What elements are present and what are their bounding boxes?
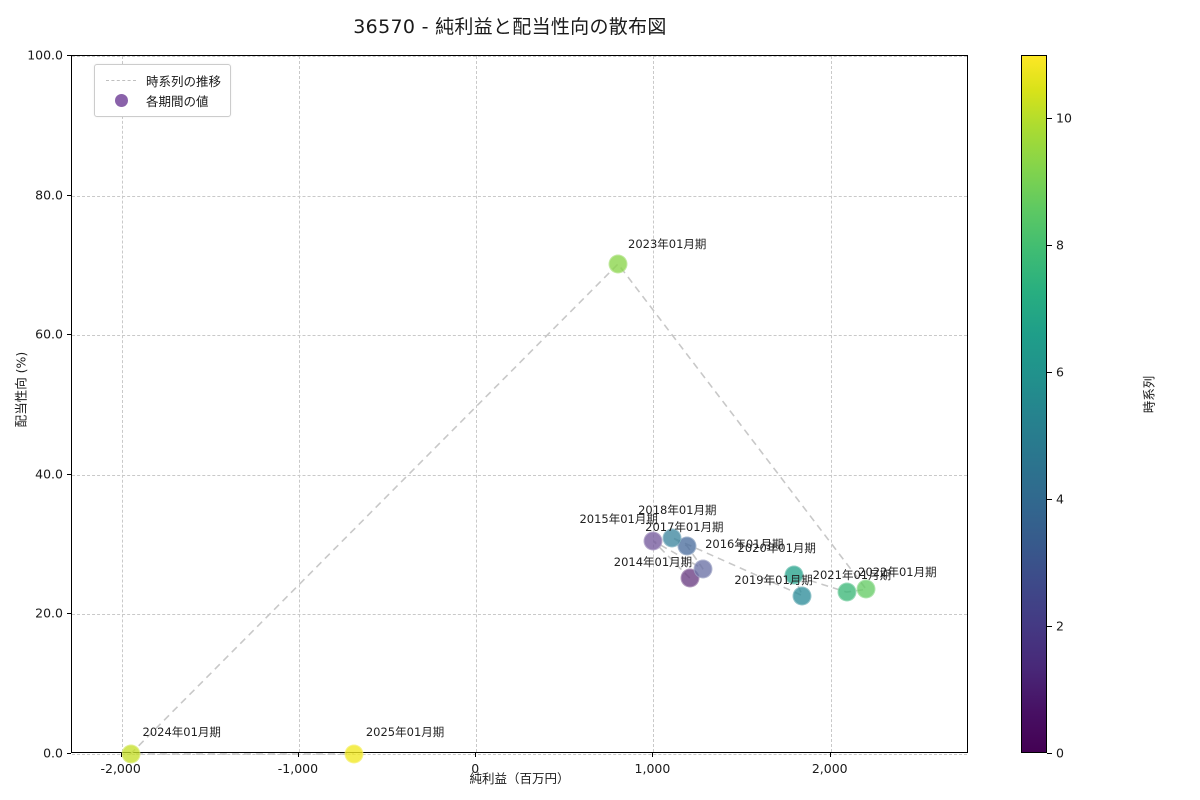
colorbar-tick-mark: [1047, 118, 1052, 120]
x-axis-label: 純利益（百万円）: [469, 771, 570, 786]
data-point-label: 2018年01月期: [638, 502, 717, 517]
page-title: 36570 - 純利益と配当性向の散布図: [353, 16, 667, 38]
legend-label-values: 各期間の値: [146, 93, 209, 109]
dashed-line-icon: [102, 79, 140, 81]
colorbar-tick-label: 0: [1056, 745, 1064, 761]
colorbar-tick-mark: [1047, 753, 1052, 754]
colorbar-gradient: [1021, 55, 1047, 753]
colorbar: 0 2 4 6 8 10: [1021, 55, 1072, 761]
colorbar-tick-mark: [1047, 372, 1052, 374]
colorbar-tick-mark: [1047, 245, 1052, 247]
data-point-label: 2015年01月期: [579, 512, 658, 527]
legend-label-timeseries: 時系列の推移: [146, 73, 222, 89]
y-tick-mark: [67, 194, 71, 196]
colorbar-tick-label: 2: [1056, 618, 1064, 634]
y-tick-label: 0.0: [43, 745, 63, 761]
data-point-label: 2022年01月期: [858, 565, 937, 580]
gridline-vertical: [121, 56, 123, 752]
x-tick-label: -2,000: [100, 761, 141, 776]
circle-marker-icon: [102, 93, 140, 107]
x-tick-label: 0: [471, 761, 480, 776]
colorbar-title: 時系列: [1141, 375, 1157, 414]
y-tick-mark: [67, 473, 71, 475]
data-point-marker[interactable]: [608, 254, 628, 274]
colorbar-tick-label: 10: [1056, 110, 1072, 126]
x-tick-mark: [297, 753, 299, 757]
data-point-marker[interactable]: [784, 565, 803, 585]
data-points-layer: [72, 56, 967, 764]
x-tick-mark: [652, 753, 654, 757]
colorbar-tick-label: 6: [1056, 364, 1064, 380]
colorbar-tick-mark: [1047, 499, 1052, 501]
data-point-marker[interactable]: [856, 579, 876, 599]
data-point-marker[interactable]: [677, 536, 697, 556]
y-tick-label: 20.0: [35, 605, 63, 621]
colorbar-tick-label: 4: [1056, 491, 1064, 507]
gridline-horizontal: [72, 56, 967, 57]
y-tick-mark: [67, 55, 71, 56]
point-labels-layer: 2014年01月期 2015年01月期 2016年01月期 2017年01月期 2018…: [72, 56, 967, 752]
x-tick-mark: [829, 753, 831, 757]
data-point-label: 2016年01月期: [705, 537, 784, 552]
data-point-marker[interactable]: [693, 559, 713, 579]
y-axis-label: 配当性向 (%): [13, 351, 29, 428]
data-point-label: 2021年01月期: [812, 568, 892, 583]
y-tick-mark: [67, 613, 71, 615]
x-tick-label: 2,000: [811, 761, 848, 776]
colorbar-tick-mark: [1047, 626, 1052, 628]
y-tick-mark: [67, 334, 71, 336]
data-point-label: 2014年01月期: [613, 555, 693, 570]
x-tick-label: 1,000: [634, 761, 671, 776]
x-tick-label: -1,000: [277, 761, 319, 776]
data-point-marker[interactable]: [643, 531, 663, 551]
plot-area: 2014年01月期 2015年01月期 2016年01月期 2017年01月期 2018…: [71, 55, 968, 764]
y-tick-mark: [67, 753, 71, 754]
y-tick-label: 80.0: [35, 187, 63, 203]
data-point-label: 2020年01月期: [737, 541, 816, 556]
y-tick-label: 40.0: [35, 466, 63, 482]
data-point-label: 2019年01月期: [734, 572, 813, 587]
y-tick-label: 60.0: [35, 326, 63, 342]
data-point-label: 2025年01月期: [365, 725, 445, 739]
gridline-horizontal: [72, 195, 967, 197]
legend-item-values: 各期間の値: [102, 90, 221, 110]
y-tick-label: 100.0: [27, 47, 63, 63]
data-point-marker[interactable]: [344, 744, 364, 764]
x-tick-mark: [475, 753, 477, 757]
legend-item-timeseries: 時系列の推移: [102, 70, 221, 90]
chart-legend: 時系列の推移 各期間の値: [94, 64, 232, 117]
data-point-marker[interactable]: [662, 528, 682, 548]
gridline-horizontal: [72, 754, 967, 755]
data-point-label: 2024年01月期: [142, 725, 221, 739]
data-point-marker[interactable]: [837, 582, 857, 602]
x-tick-mark: [120, 753, 122, 757]
data-point-label: 2017年01月期: [645, 519, 724, 534]
colorbar-tick-label: 8: [1056, 237, 1064, 253]
data-point-label: 2023年01月期: [628, 237, 707, 251]
data-point-marker[interactable]: [792, 586, 812, 606]
